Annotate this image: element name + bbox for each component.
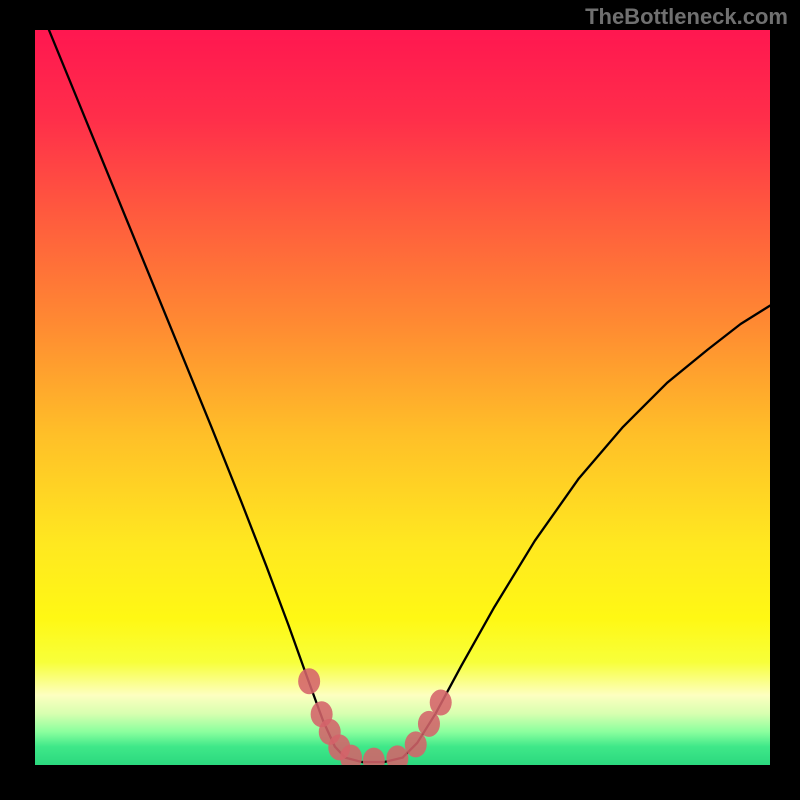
curve-marker: [430, 690, 452, 716]
plot-area: [35, 30, 770, 765]
curve-marker: [298, 668, 320, 694]
gradient-background: [35, 30, 770, 765]
curve-marker: [405, 731, 427, 757]
attribution-text: TheBottleneck.com: [585, 4, 788, 30]
plot-svg: [35, 30, 770, 765]
curve-marker: [418, 711, 440, 737]
chart-canvas: TheBottleneck.com: [0, 0, 800, 800]
